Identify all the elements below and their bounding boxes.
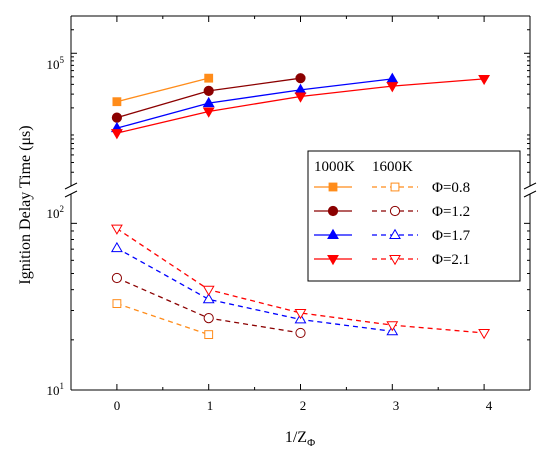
- series-1000k-0: [112, 73, 214, 107]
- legend-marker-1000k-0: [328, 182, 338, 192]
- point-6-1: [202, 293, 215, 304]
- point-7-1: [202, 285, 215, 296]
- legend-rows: [314, 182, 418, 266]
- series-1600k-5: [111, 272, 306, 339]
- y-axis-title: Ignition Delay Time (μs): [17, 125, 34, 284]
- point-7-3: [386, 321, 399, 332]
- point-3-3: [386, 82, 399, 93]
- point-2-3: [386, 72, 399, 83]
- axis-break-left-2: [64, 190, 78, 198]
- legend-marker-1600k-0: [390, 182, 400, 192]
- ytick-lower-base-0: 10: [47, 206, 60, 221]
- point-4-0: [112, 299, 122, 308]
- legend-header-1000k: 1000K: [314, 159, 355, 175]
- series-line-0: [116, 77, 209, 103]
- point-0-1: [204, 73, 214, 83]
- point-6-0: [110, 241, 123, 253]
- xtick-label-1: 1: [207, 398, 214, 413]
- point-1-1: [203, 85, 214, 96]
- ytick-upper-exp: 5: [60, 55, 65, 65]
- legend-marker-1000k-1: [327, 205, 339, 217]
- ytick-lower-base-1: 10: [47, 383, 60, 398]
- legend-marker-1600k-2: [389, 228, 401, 239]
- ytick-lower-exp-0: 2: [60, 204, 65, 214]
- legend-label-phi-1-7: Φ=1.7: [432, 228, 471, 244]
- ytick-label-lower-10: 101: [47, 381, 65, 398]
- xtick-label-2: 2: [300, 398, 307, 413]
- series-1600k-4: [112, 299, 214, 340]
- point-4-1: [204, 330, 214, 340]
- series-line-4: [116, 302, 209, 336]
- point-3-4: [478, 74, 491, 86]
- series-layer: [110, 72, 491, 340]
- legend-label-phi-2-1: Φ=2.1: [432, 252, 470, 268]
- axis-break-right-1: [523, 182, 537, 190]
- ytick-label-lower-100: 102: [47, 204, 65, 221]
- legend-marker-1000k-2: [327, 228, 339, 239]
- ytick-label-upper: 105: [47, 55, 65, 72]
- point-3-1: [202, 107, 215, 118]
- point-0-0: [112, 97, 122, 107]
- legend-marker-1600k-1: [389, 205, 401, 217]
- legend-label-phi-1-2: Φ=1.2: [432, 204, 470, 220]
- series-1000k-3: [110, 74, 491, 140]
- series-line-2: [116, 78, 393, 129]
- xtick-label-4: 4: [486, 398, 493, 413]
- point-5-1: [203, 313, 214, 324]
- legend-marker-1600k-3: [389, 255, 401, 266]
- legend-header-1600k: 1600K: [372, 159, 413, 175]
- series-1000k-2: [110, 72, 399, 133]
- series-1600k-7: [110, 224, 491, 340]
- x-axis-title: 1/ZΦ: [285, 429, 315, 449]
- xtick-label-3: 3: [393, 398, 400, 413]
- point-7-0: [110, 224, 123, 235]
- series-line-6: [116, 247, 393, 332]
- axis-break-right-2: [523, 190, 537, 198]
- xtick-label-0: 0: [114, 398, 121, 413]
- point-7-4: [478, 328, 491, 340]
- axis-break-left-1: [64, 182, 78, 190]
- ytick-upper-base: 10: [47, 57, 60, 72]
- ytick-lower-exp-1: 1: [60, 381, 65, 391]
- legend-label-phi-0-8: Φ=0.8: [432, 180, 470, 196]
- legend-marker-1000k-3: [327, 255, 339, 266]
- x-axis-title-sub: Φ: [307, 437, 315, 449]
- point-7-2: [294, 308, 307, 320]
- point-5-2: [295, 327, 306, 339]
- series-line-7: [116, 228, 485, 334]
- point-3-0: [110, 129, 123, 140]
- axis-ticks: [71, 16, 530, 391]
- point-5-0: [111, 272, 123, 284]
- legend: 1000K 1600K Φ=0.8 Φ=1.2 Φ=1.7 Φ=2.1: [307, 150, 521, 282]
- point-2-1: [202, 96, 215, 108]
- series-1000k-1: [111, 73, 306, 123]
- x-axis-title-main: 1/Z: [285, 429, 307, 446]
- point-1-0: [111, 112, 123, 123]
- point-1-2: [295, 73, 306, 84]
- series-1600k-6: [110, 241, 399, 336]
- point-3-2: [294, 92, 307, 103]
